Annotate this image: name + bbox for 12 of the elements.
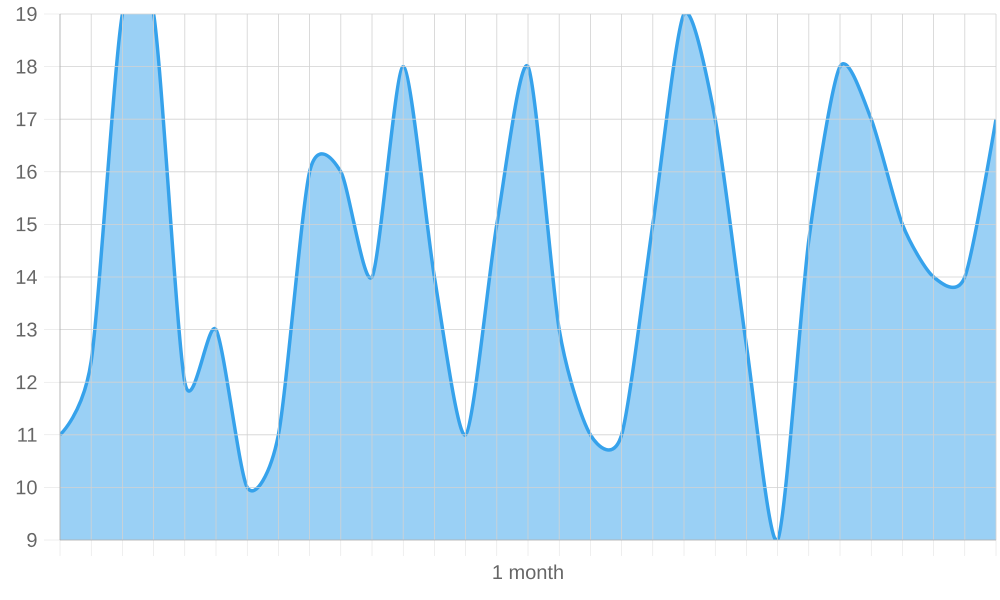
x-axis-title: 1 month — [493, 564, 563, 580]
y-tick-label: 17 — [16, 112, 37, 126]
y-tick-label: 18 — [16, 60, 37, 74]
y-tick-label: 11 — [18, 428, 37, 442]
y-tick-label: 16 — [16, 164, 37, 179]
y-tick-label: 9 — [27, 532, 37, 548]
y-tick-label: 15 — [16, 217, 37, 232]
y-tick-label: 14 — [16, 270, 37, 284]
y-tick-label: 10 — [16, 480, 37, 494]
y-tick-label: 13 — [16, 322, 37, 337]
y-tick-label: 12 — [16, 375, 37, 390]
y-tick-label: 19 — [16, 6, 37, 22]
